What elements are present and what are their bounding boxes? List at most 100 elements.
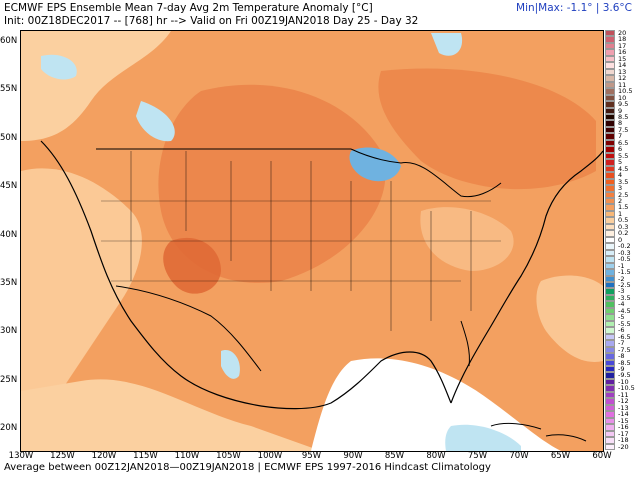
longitude-label: 75W [467, 451, 488, 461]
weak-anomaly-region [420, 207, 514, 271]
legend-swatch [605, 36, 615, 43]
legend-entry: 10.5 [604, 87, 638, 96]
legend-entry: 0.5 [604, 216, 638, 224]
cold-anomaly-region [349, 147, 401, 182]
legend-swatch [605, 114, 615, 121]
legend-swatch [605, 366, 615, 373]
longitude-label: 105W [216, 451, 241, 461]
legend-label: 16 [618, 48, 627, 57]
legend-entry: -3 [604, 287, 638, 295]
legend-swatch [605, 236, 615, 244]
legend-swatch [605, 430, 615, 438]
state-borders [130, 151, 472, 331]
legend-label: -10 [618, 377, 629, 386]
legend-label: 9.5 [618, 100, 629, 109]
legend-entry: 0 [604, 235, 638, 244]
longitude-label: 110W [174, 451, 200, 461]
legend-label: 8 [618, 119, 623, 128]
coastline [450, 150, 603, 404]
cool-anomaly-region [445, 424, 521, 451]
legend-entry: -16 [604, 423, 638, 432]
legend-swatch [605, 256, 615, 263]
longitude-label: 130W [8, 451, 34, 461]
legend-entry: -7 [604, 339, 638, 347]
legend-entry: 12 [604, 74, 638, 82]
legend-swatch [605, 107, 615, 114]
coastline [40, 140, 452, 410]
legend-label: -16 [618, 423, 629, 432]
legend-entry: 11 [604, 81, 638, 89]
legend-entry: -12 [604, 397, 638, 405]
legend-entry: 9 [604, 107, 638, 115]
legend-label: 8.5 [618, 113, 629, 121]
legend-label: -0.3 [618, 248, 631, 257]
legend-swatch [605, 372, 615, 379]
legend-entry: -17 [604, 430, 638, 438]
legend-swatch [605, 282, 615, 289]
legend-entry: 4 [604, 171, 638, 179]
legend-label: 0 [618, 235, 623, 244]
cool-anomaly-region [431, 33, 463, 56]
legend-label: -2 [618, 274, 625, 283]
legend-entry: 6 [604, 145, 638, 153]
legend-entry: 17 [604, 42, 638, 50]
legend-label: 18 [618, 35, 627, 44]
legend-swatch [605, 359, 615, 366]
legend-entry: 2.5 [604, 191, 638, 199]
legend-entry: -13 [604, 404, 638, 412]
legend-entry: 14 [604, 61, 638, 69]
legend-swatch [605, 404, 615, 412]
legend-swatch [605, 210, 615, 218]
legend-label: 1 [618, 209, 623, 218]
legend-label: -1.5 [618, 268, 631, 277]
legend-entry: -2.5 [604, 281, 638, 289]
legend-entry: 8.5 [604, 113, 638, 121]
legend-swatch [605, 178, 615, 186]
legend-label: -4 [618, 300, 625, 309]
color-legend: 20 18 17 16 15 14 13 12 11 10.5 10 9.5 9 8.5 8 7.5 7 6.5 6… [604, 29, 638, 451]
cool-anomaly-region [136, 101, 175, 142]
legend-entry: -5.5 [604, 320, 638, 328]
legend-swatch [605, 172, 615, 179]
legend-label: 3 [618, 184, 623, 193]
legend-label: 13 [618, 67, 627, 76]
longitude-label: 125W [50, 451, 75, 461]
legend-entry: -0.5 [604, 255, 638, 263]
legend-label: 10.5 [618, 87, 633, 96]
longitude-label: 120W [91, 451, 117, 461]
latitude-label: 50N [0, 132, 18, 143]
legend-label: 1.5 [618, 203, 629, 212]
legend-swatch [605, 230, 615, 237]
legend-entry: -14 [604, 410, 638, 418]
legend-entry: 8 [604, 119, 638, 128]
legend-label: 10 [618, 93, 627, 102]
legend-swatch [605, 62, 615, 69]
legend-label: -18 [618, 436, 629, 445]
latitude-label: 45N [0, 181, 18, 192]
legend-label: 5.5 [618, 151, 629, 160]
legend-swatch [605, 275, 615, 282]
legend-swatch [605, 269, 615, 276]
weak-anomaly-region [21, 168, 142, 391]
legend-swatch [605, 120, 615, 127]
legend-swatch [605, 353, 615, 360]
longitude-label: 70W [509, 451, 529, 461]
legend-swatch [605, 223, 615, 231]
legend-entry: 4.5 [604, 164, 638, 173]
legend-entry: 15 [604, 55, 638, 63]
latitude-label: 60N [0, 36, 18, 46]
legend-swatch [605, 81, 615, 89]
legend-swatch [605, 198, 615, 205]
legend-swatch [605, 139, 615, 147]
legend-swatch [605, 417, 615, 425]
legend-swatch [605, 126, 615, 134]
legend-label: -8.5 [618, 358, 631, 367]
legend-entry: -10.5 [604, 384, 638, 392]
legend-swatch [605, 320, 615, 328]
legend-swatch [605, 307, 615, 315]
longitude-label: 85W [384, 451, 405, 461]
us-mexico-border [115, 285, 262, 372]
latitude-label: 40N [0, 229, 18, 240]
latitude-label: 30N [0, 326, 18, 337]
legend-label: 4.5 [618, 164, 629, 173]
